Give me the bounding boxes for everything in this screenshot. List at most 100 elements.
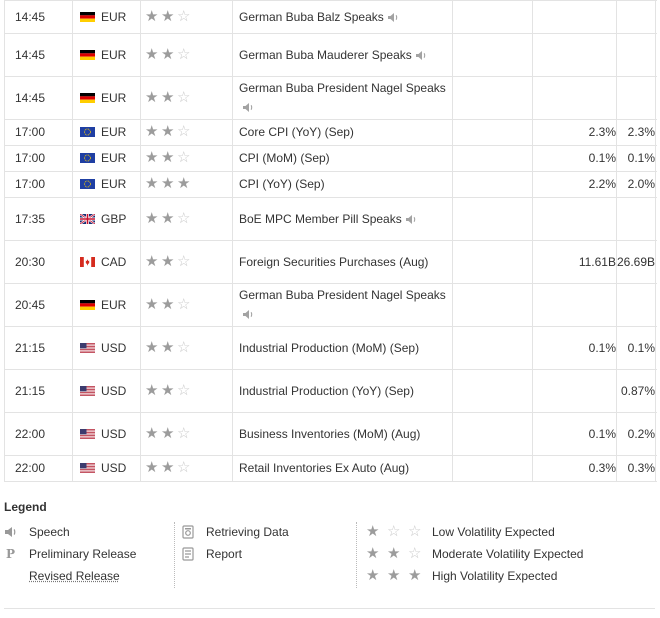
event-row[interactable]: 22:00 USD ★ ★ ☆ Business Inventories (MoM) (A…	[4, 412, 656, 456]
event-time: 14:45	[4, 0, 73, 34]
legend-moderate-label: Moderate Volatility Expected	[432, 547, 584, 561]
event-row[interactable]: 17:00 EUR ★ ★ ☆ Core CPI (YoY) (Sep) 2.3% 2.3%	[4, 119, 656, 146]
event-name-link[interactable]: German Buba President Nagel Speaks	[239, 81, 446, 95]
event-name-cell[interactable]: CPI (MoM) (Sep)	[232, 145, 453, 172]
star-filled-icon: ★	[145, 88, 159, 106]
star-filled-icon: ★	[145, 123, 159, 140]
event-forecast	[532, 369, 617, 413]
star-filled-icon: ★	[161, 295, 175, 313]
event-name-link[interactable]: CPI (MoM) (Sep)	[239, 151, 330, 165]
event-name-cell[interactable]: German Buba President Nagel Speaks	[232, 283, 453, 327]
star-filled-icon: ★	[161, 459, 175, 476]
legend-title: Legend	[4, 500, 47, 514]
star-filled-icon: ★	[145, 424, 159, 442]
event-time: 14:45	[4, 76, 73, 120]
event-currency: USD	[101, 340, 127, 355]
event-name-link[interactable]: German Buba Mauderer Speaks	[239, 47, 412, 62]
event-name-link[interactable]: Industrial Production (YoY) (Sep)	[239, 383, 414, 398]
legend-preliminary-label: Preliminary Release	[29, 547, 137, 561]
event-row[interactable]: 14:45 EUR ★ ★ ☆ German Buba President Nagel S…	[4, 76, 656, 120]
event-name-cell[interactable]: Retail Inventories Ex Auto (Aug)	[232, 455, 453, 482]
event-name-cell[interactable]: Core CPI (YoY) (Sep)	[232, 119, 453, 146]
event-actual	[452, 33, 533, 77]
event-forecast: 0.1%	[532, 412, 617, 456]
event-actual	[452, 171, 533, 198]
star-empty-icon: ☆	[177, 123, 191, 140]
event-row[interactable]: 21:15 USD ★ ★ ☆ Industrial Production (MoM) (…	[4, 326, 656, 370]
event-name-cell[interactable]: CPI (YoY) (Sep)	[232, 171, 453, 198]
event-currency: EUR	[101, 151, 127, 165]
event-name-cell[interactable]: Business Inventories (MoM) (Aug)	[232, 412, 453, 456]
legend-high-label: High Volatility Expected	[432, 569, 558, 583]
event-name-link[interactable]: Business Inventories (MoM) (Aug)	[239, 426, 421, 441]
event-previous	[616, 76, 656, 120]
event-previous	[616, 33, 656, 77]
star-filled-icon: ★	[161, 123, 175, 140]
star-empty-icon: ☆	[177, 424, 191, 442]
legend-divider	[356, 522, 357, 588]
event-name-cell[interactable]: German Buba Mauderer Speaks	[232, 33, 453, 77]
event-name-cell[interactable]: Industrial Production (MoM) (Sep)	[232, 326, 453, 370]
event-time: 17:35	[4, 197, 73, 241]
event-name-cell[interactable]: German Buba President Nagel Speaks	[232, 76, 453, 120]
economic-calendar-table: 14:45 EUR ★ ★ ☆ German Buba Balz Speaks 14:45 E…	[4, 0, 656, 482]
speaker-icon	[4, 524, 24, 540]
star-filled-icon: ★	[145, 209, 159, 227]
event-name-link[interactable]: Industrial Production (MoM) (Sep)	[239, 340, 420, 355]
event-currency-cell: EUR	[72, 0, 141, 34]
event-forecast: 0.3%	[532, 455, 617, 482]
event-currency: EUR	[101, 297, 127, 312]
event-currency-cell: EUR	[72, 283, 141, 327]
event-row[interactable]: 20:45 EUR ★ ★ ☆ German Buba President Nagel S…	[4, 283, 656, 327]
star-filled-icon: ★	[145, 252, 159, 270]
speaker-icon	[242, 102, 255, 113]
star-empty-icon: ☆	[177, 295, 191, 313]
event-name-cell[interactable]: German Buba Balz Speaks	[232, 0, 453, 34]
star-filled-icon: ★	[161, 338, 175, 356]
event-row[interactable]: 20:30 CAD ★ ★ ☆ Foreign Securities Purchases …	[4, 240, 656, 284]
volatility-stars: ★ ★ ☆	[140, 76, 233, 120]
event-row[interactable]: 14:45 EUR ★ ★ ☆ German Buba Mauderer Speaks	[4, 33, 656, 77]
event-previous: 0.3%	[616, 455, 656, 482]
event-actual	[452, 197, 533, 241]
event-currency: EUR	[101, 125, 127, 139]
event-name-link[interactable]: Foreign Securities Purchases (Aug)	[239, 254, 429, 269]
event-row[interactable]: 17:00 EUR ★ ★ ☆ CPI (MoM) (Sep) 0.1% 0.1%	[4, 145, 656, 172]
event-currency: EUR	[101, 90, 127, 105]
volatility-stars: ★ ★ ☆	[140, 197, 233, 241]
event-row[interactable]: 21:15 USD ★ ★ ☆ Industrial Production (YoY) (…	[4, 369, 656, 413]
star-filled-icon: ★	[161, 175, 175, 192]
event-row[interactable]: 22:00 USD ★ ★ ☆ Retail Inventories Ex Auto (A…	[4, 455, 656, 482]
event-row[interactable]: 14:45 EUR ★ ★ ☆ German Buba Balz Speaks	[4, 0, 656, 34]
event-currency-cell: EUR	[72, 171, 141, 198]
star-filled-icon: ★	[161, 252, 175, 270]
ca-flag-icon	[73, 255, 101, 269]
legend-speech-label: Speech	[29, 525, 70, 539]
star-filled-icon: ★	[161, 88, 175, 106]
volatility-stars: ★ ★ ☆	[140, 455, 233, 482]
speaker-icon	[405, 214, 418, 225]
event-name-link[interactable]: German Buba Balz Speaks	[239, 9, 384, 24]
volatility-stars: ★ ★ ☆	[140, 326, 233, 370]
event-currency-cell: EUR	[72, 76, 141, 120]
event-time: 21:15	[4, 326, 73, 370]
event-row[interactable]: 17:00 EUR ★ ★ ★ CPI (YoY) (Sep) 2.2% 2.0%	[4, 171, 656, 198]
event-actual	[452, 369, 533, 413]
event-name-cell[interactable]: Foreign Securities Purchases (Aug)	[232, 240, 453, 284]
event-name-cell[interactable]: Industrial Production (YoY) (Sep)	[232, 369, 453, 413]
event-currency-cell: EUR	[72, 119, 141, 146]
event-name-cell[interactable]: BoE MPC Member Pill Speaks	[232, 197, 453, 241]
event-name-link[interactable]: German Buba President Nagel Speaks	[239, 288, 446, 302]
event-name-link[interactable]: Core CPI (YoY) (Sep)	[239, 125, 354, 139]
star-filled-icon: ★	[161, 7, 175, 25]
event-name-link[interactable]: BoE MPC Member Pill Speaks	[239, 211, 402, 226]
event-name-link[interactable]: CPI (YoY) (Sep)	[239, 177, 325, 191]
event-row[interactable]: 17:35 GBP ★ ★ ☆ BoE MPC Member Pill Speaks	[4, 197, 656, 241]
event-forecast	[532, 76, 617, 120]
event-currency-cell: USD	[72, 326, 141, 370]
event-currency: USD	[101, 461, 127, 475]
one-star-rating-icon: ★ ☆ ☆	[366, 523, 422, 540]
event-name-link[interactable]: Retail Inventories Ex Auto (Aug)	[239, 461, 410, 475]
speaker-icon	[415, 50, 428, 61]
star-empty-icon: ☆	[177, 338, 191, 356]
